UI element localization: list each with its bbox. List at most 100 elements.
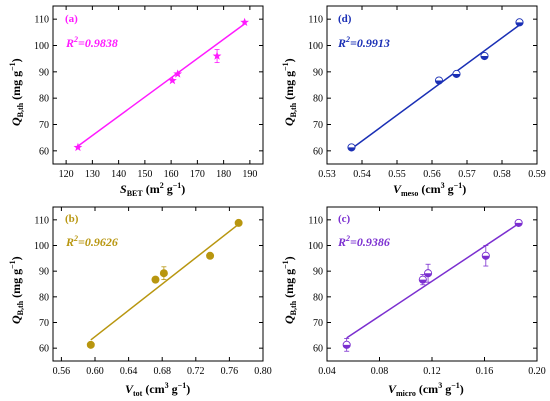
x-unit-sup2: −1 xyxy=(454,181,463,190)
r2-sup: 2 xyxy=(73,234,78,243)
data-point-half xyxy=(419,279,427,284)
data-point xyxy=(168,75,177,85)
x-tick-label: 0.53 xyxy=(318,169,336,180)
x-unit-tail: g xyxy=(445,182,454,196)
data-point-half xyxy=(515,22,524,26)
x-tick-label: 0.16 xyxy=(476,366,494,377)
x-tick-label: 0.56 xyxy=(53,366,71,377)
ticks: 0.53 0.54 0.55 0.56 0.57 0.58 0.59 60 70 80 90 100 1… xyxy=(308,6,546,180)
x-tick-label: 130 xyxy=(85,169,100,180)
x-tick-label: 150 xyxy=(137,169,152,180)
x-tick-label: 0.68 xyxy=(153,366,171,377)
y-main: Q xyxy=(9,315,23,324)
data-point-half xyxy=(424,273,432,277)
y-tick-label: 100 xyxy=(34,241,49,252)
data-point xyxy=(212,51,222,60)
x-unit-sup: 3 xyxy=(438,381,442,390)
x-axis-title: SBET (m2 g−1) xyxy=(120,181,185,198)
y-close: ) xyxy=(282,58,296,62)
points-group xyxy=(342,218,523,352)
x-tick-label: 120 xyxy=(59,169,74,180)
y-unit: (mg g xyxy=(9,71,23,103)
r2-prefix: R xyxy=(337,235,346,249)
r2-prefix: R xyxy=(65,36,74,50)
x-unit: (cm xyxy=(416,382,438,396)
x-tick-label: 0.08 xyxy=(371,366,389,377)
x-tick-label: 0.04 xyxy=(318,366,336,377)
fit-line xyxy=(90,223,240,341)
y-tick-label: 90 xyxy=(313,267,323,278)
x-tick-label: 140 xyxy=(111,169,126,180)
y-tick-label: 70 xyxy=(39,120,49,131)
y-axis-title: QB,th (mg g−1) xyxy=(8,256,25,324)
x-unit: (cm xyxy=(418,182,440,196)
y-unit-sup: −1 xyxy=(281,260,290,269)
x-tick-label: 0.64 xyxy=(120,366,138,377)
x-tick-label: 0.60 xyxy=(86,366,104,377)
y-tick-label: 90 xyxy=(39,67,49,78)
x-close: ) xyxy=(186,382,190,396)
r-squared-label: R2=0.9626 xyxy=(65,234,118,249)
x-axis-title: Vmicro (cm3 g−1) xyxy=(388,381,464,398)
data-point-half xyxy=(480,56,489,60)
x-main: V xyxy=(393,182,402,196)
y-tick-label: 70 xyxy=(313,318,323,329)
x-tick-label: 0.55 xyxy=(388,169,406,180)
y-tick-label: 110 xyxy=(34,15,49,26)
fit-line xyxy=(346,223,520,339)
data-point xyxy=(73,142,83,152)
r2-value: =0.9913 xyxy=(350,36,390,50)
r2-value: =0.9386 xyxy=(350,235,390,249)
r-squared-label: R2=0.9913 xyxy=(337,35,390,50)
panel-label-text: (a) xyxy=(65,13,78,25)
x-tick-label: 170 xyxy=(190,169,205,180)
data-point-half xyxy=(515,222,523,227)
y-tick-label: 100 xyxy=(308,241,323,252)
x-axis-title: Vmeso (cm3 g−1) xyxy=(393,181,466,198)
y-main: Q xyxy=(282,315,296,324)
x-tick-label: 0.12 xyxy=(423,366,441,377)
y-unit-sup: −1 xyxy=(281,62,290,71)
data-point xyxy=(86,340,95,349)
panel-label: (c) xyxy=(338,213,351,225)
x-unit-sup: 2 xyxy=(160,181,164,190)
data-point-half xyxy=(435,80,443,85)
panel-c: 0.04 0.08 0.12 0.16 0.20 60 70 80 90 100 110 (c) R… xyxy=(281,206,546,398)
y-axis-title: QB,th (mg g−1) xyxy=(8,58,25,126)
fit-line-group xyxy=(346,223,520,339)
plot-frame xyxy=(52,5,264,165)
y-unit: (mg g xyxy=(282,71,296,103)
y-main: Q xyxy=(282,117,296,126)
x-axis-title: Vtot (cm3 g−1) xyxy=(125,381,190,398)
plot-frame xyxy=(326,5,538,165)
x-unit-sup2: −1 xyxy=(451,381,460,390)
x-main: S xyxy=(120,182,127,196)
x-unit-sup: 3 xyxy=(441,181,445,190)
y-close: ) xyxy=(9,58,23,62)
x-tick-label: 160 xyxy=(164,169,179,180)
data-point-half xyxy=(343,344,351,349)
y-tick-label: 100 xyxy=(34,41,49,52)
points-group xyxy=(347,18,524,152)
r2-value: =0.9838 xyxy=(78,36,118,50)
fit-line xyxy=(77,23,246,147)
x-sub: BET xyxy=(127,189,144,198)
x-unit-tail: g xyxy=(164,182,173,196)
panel-label: (a) xyxy=(65,13,78,25)
x-tick-label: 0.58 xyxy=(493,169,511,180)
x-unit-tail: g xyxy=(442,382,451,396)
x-unit-sup2: −1 xyxy=(178,381,187,390)
x-sub: micro xyxy=(396,389,416,398)
y-tick-label: 60 xyxy=(39,344,49,355)
y-tick-label: 60 xyxy=(313,344,323,355)
y-tick-label: 90 xyxy=(313,67,323,78)
y-main: Q xyxy=(9,117,23,126)
y-tick-label: 80 xyxy=(39,94,49,105)
r2-value: =0.9626 xyxy=(78,235,118,249)
points-group xyxy=(86,218,243,349)
y-tick-label: 80 xyxy=(313,292,323,303)
fit-line-group xyxy=(90,223,240,341)
x-tick-label: 0.80 xyxy=(254,366,272,377)
y-sub: B,th xyxy=(16,300,25,315)
